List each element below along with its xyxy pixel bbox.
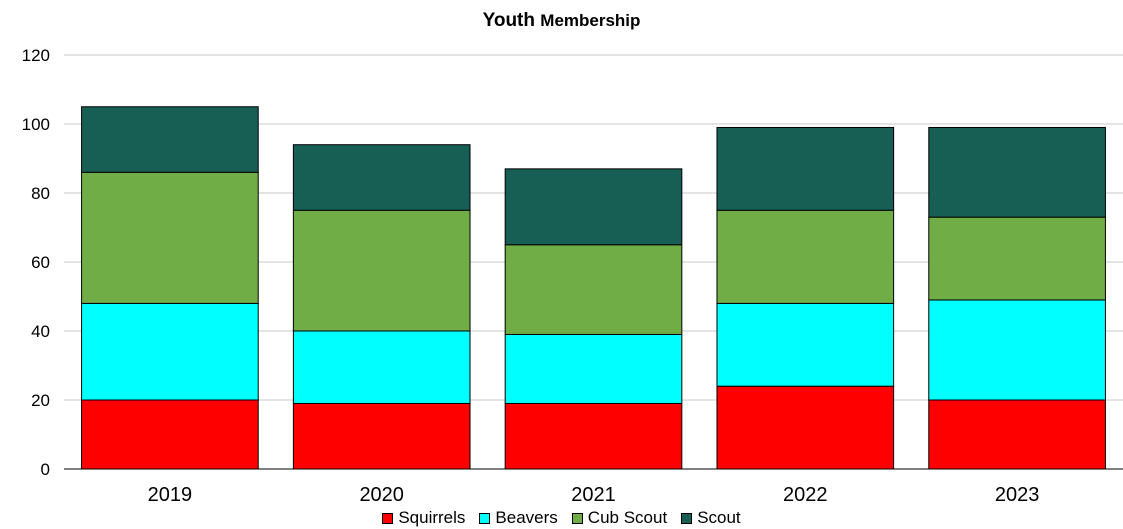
bar-squirrels-2021	[504, 402, 683, 470]
y-tick-label: 40	[31, 322, 50, 341]
y-tick-label: 20	[31, 391, 50, 410]
legend-item: Cub Scout	[571, 508, 668, 528]
chart-title-part2: Membership	[540, 11, 641, 30]
bar-cub-scout-2021	[504, 244, 683, 335]
bar-squirrels-2019	[81, 399, 259, 470]
bar-beavers-2020	[292, 330, 471, 404]
y-tick-label: 60	[31, 253, 50, 272]
legend-item: Squirrels	[382, 508, 465, 528]
legend-swatch	[681, 512, 693, 524]
bar-cub-scout-2019	[81, 171, 259, 304]
bar-beavers-2023	[928, 299, 1106, 401]
x-tick-label: 2020	[359, 484, 404, 505]
bars	[81, 106, 1106, 470]
y-axis-tick-labels: 0 20 40 60 80 100 120	[22, 46, 50, 479]
x-tick-label: 2021	[571, 484, 616, 505]
x-axis-tick-labels: 2019 2020 2021 2022 2023	[148, 484, 1040, 505]
bar-squirrels-2023	[928, 399, 1106, 470]
y-tick-label: 80	[31, 184, 50, 203]
bar-cub-scout-2023	[928, 216, 1106, 301]
stacked-bar-chart: 0 20 40 60 80 100 120 2019 2020 2021 2022 2023	[22, 46, 1123, 505]
legend-item: Scout	[681, 508, 741, 528]
bar-scout-2023	[928, 126, 1106, 218]
bar-scout-2022	[716, 126, 895, 211]
bar-scout-2021	[504, 168, 683, 246]
legend-swatch	[382, 512, 394, 524]
legend-swatch	[571, 512, 583, 524]
bar-scout-2019	[81, 106, 259, 173]
legend: Squirrels Beavers Cub Scout Scout	[0, 508, 1123, 528]
bar-cub-scout-2022	[716, 209, 895, 304]
x-tick-label: 2022	[783, 484, 828, 505]
y-tick-label: 120	[22, 46, 50, 65]
chart-title-part1: Youth	[482, 10, 535, 31]
y-tick-label: 100	[22, 115, 50, 134]
x-tick-label: 2019	[148, 484, 193, 505]
chart-title: Youth Membership	[0, 10, 1123, 32]
y-tick-label: 0	[41, 460, 50, 479]
bar-beavers-2022	[716, 302, 895, 387]
legend-item: Beavers	[479, 508, 558, 528]
bar-squirrels-2020	[292, 402, 471, 470]
bar-scout-2020	[292, 144, 471, 211]
legend-label: Cub Scout	[587, 508, 668, 527]
legend-label: Scout	[697, 508, 741, 527]
legend-label: Squirrels	[398, 508, 466, 527]
legend-swatch	[479, 512, 491, 524]
bar-squirrels-2022	[716, 385, 895, 470]
x-tick-label: 2023	[995, 484, 1040, 505]
bar-beavers-2021	[504, 333, 683, 404]
bar-cub-scout-2020	[292, 209, 471, 332]
legend-label: Beavers	[495, 508, 558, 527]
bar-beavers-2019	[81, 302, 259, 401]
